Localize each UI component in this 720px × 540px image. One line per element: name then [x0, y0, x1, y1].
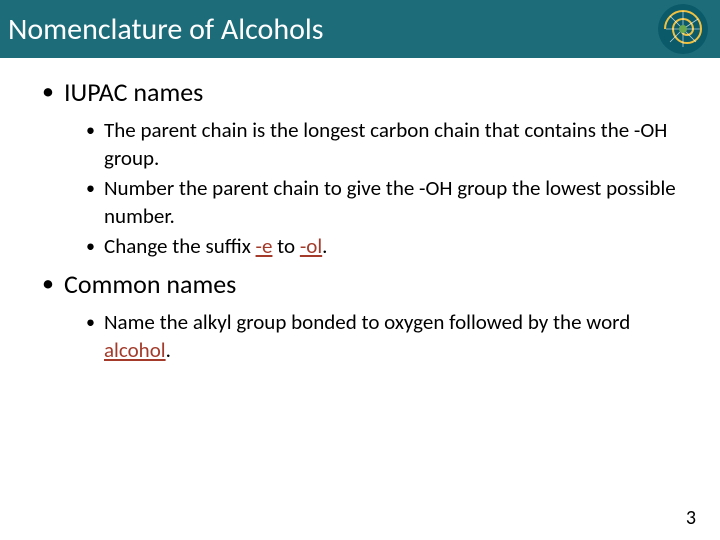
text-prefix: Change the suffix: [104, 233, 256, 259]
nautilus-logo-icon: [658, 4, 708, 54]
slide-title: Nomenclature of Alcohols: [8, 11, 324, 48]
title-bar: Nomenclature of Alcohols: [0, 0, 720, 58]
list-item: The parent chain is the longest carbon c…: [64, 116, 690, 172]
bullet-list-level2: The parent chain is the longest carbon c…: [64, 116, 690, 260]
list-item: Number the parent chain to give the -OH …: [64, 174, 690, 230]
list-item: Common names Name the alkyl group bonded…: [30, 268, 690, 364]
section-heading: IUPAC names: [64, 76, 203, 108]
bullet-list-level2: Name the alkyl group bonded to oxygen fo…: [64, 308, 690, 364]
list-item: IUPAC names The parent chain is the long…: [30, 76, 690, 260]
text-suffix: .: [166, 337, 171, 363]
emphasis-text: alcohol: [104, 337, 166, 363]
bullet-text: Name the alkyl group bonded to oxygen fo…: [104, 309, 630, 363]
slide-body: IUPAC names The parent chain is the long…: [0, 58, 720, 364]
bullet-text: Number the parent chain to give the -OH …: [104, 175, 676, 229]
text-mid: to: [272, 233, 299, 259]
text-suffix: .: [322, 233, 327, 259]
text-prefix: Name the alkyl group bonded to oxygen fo…: [104, 309, 630, 335]
emphasis-text: -e: [256, 233, 273, 259]
emphasis-text: -ol: [300, 233, 322, 259]
page-number: 3: [686, 506, 696, 530]
list-item: Change the suffix -e to -ol.: [64, 232, 690, 260]
section-heading: Common names: [64, 268, 236, 300]
list-item: Name the alkyl group bonded to oxygen fo…: [64, 308, 690, 364]
bullet-list-level1: IUPAC names The parent chain is the long…: [30, 76, 690, 364]
bullet-text: The parent chain is the longest carbon c…: [104, 117, 667, 171]
bullet-text: Change the suffix -e to -ol.: [104, 233, 327, 259]
